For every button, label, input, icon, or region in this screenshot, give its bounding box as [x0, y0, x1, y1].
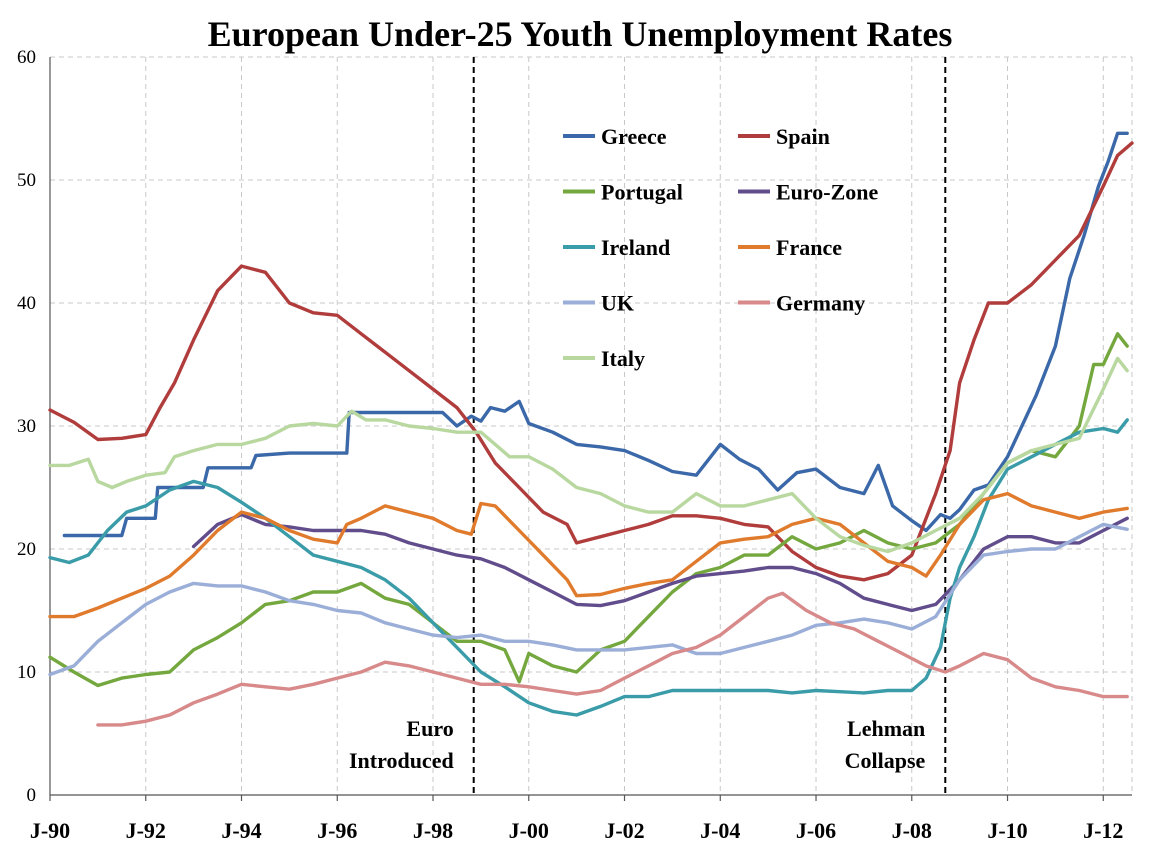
series-line-portugal [48, 332, 1129, 688]
x-tick-label: J-90 [30, 818, 70, 843]
x-tick-label: J-92 [126, 818, 166, 843]
chart-title: European Under-25 Youth Unemployment Rat… [208, 14, 953, 54]
legend-label: France [776, 235, 842, 260]
legend-label: Greece [601, 124, 667, 149]
y-tick-label: 30 [17, 416, 36, 437]
x-tick-label: J-06 [796, 818, 836, 843]
x-tick-label: J-98 [413, 818, 453, 843]
series-line-germany [96, 591, 1129, 727]
series-lines [48, 131, 1134, 727]
event-label: Collapse [845, 748, 926, 773]
series-line-uk [48, 522, 1129, 677]
x-tick-label: J-94 [221, 818, 261, 843]
axes: 0 10 20 30 40 50 60 J-90 J-92 J-94 J-96 J-98 J-00 J-0… [17, 47, 1132, 843]
series-line-france [48, 491, 1129, 619]
legend-label: Euro-Zone [776, 180, 879, 205]
legend: Greece Spain Portugal Euro-Zone Ireland Franc… [563, 124, 879, 371]
legend-label: Spain [776, 124, 830, 149]
legend-label: Germany [776, 291, 865, 316]
x-tick-label: J-08 [892, 818, 932, 843]
series-line-spain [48, 141, 1134, 582]
y-tick-label: 10 [17, 662, 36, 683]
event-label: Introduced [349, 748, 454, 773]
event-markers: Euro Introduced Lehman Collapse [349, 57, 947, 795]
series-line-greece [62, 131, 1129, 538]
series-line-italy [48, 356, 1129, 554]
series-line-ireland [48, 418, 1129, 717]
legend-label: UK [601, 291, 634, 316]
grid-lines [50, 56, 1133, 795]
legend-label: Portugal [601, 180, 683, 205]
series-line-euro-zone [191, 512, 1129, 613]
x-tick-label: J-12 [1083, 818, 1123, 843]
y-tick-label: 60 [17, 47, 36, 68]
x-tick-label: J-00 [509, 818, 549, 843]
event-label: Lehman [847, 716, 925, 741]
x-tick-label: J-02 [604, 818, 644, 843]
y-tick-label: 40 [17, 293, 36, 314]
y-tick-label: 0 [27, 785, 37, 806]
x-tick-label: J-96 [317, 818, 357, 843]
y-tick-label: 20 [17, 539, 36, 560]
legend-label: Italy [601, 346, 645, 371]
y-tick-label: 50 [17, 170, 36, 191]
legend-label: Ireland [601, 235, 670, 260]
event-label: Euro [406, 716, 453, 741]
x-tick-label: J-04 [700, 818, 740, 843]
x-tick-label: J-10 [987, 818, 1027, 843]
